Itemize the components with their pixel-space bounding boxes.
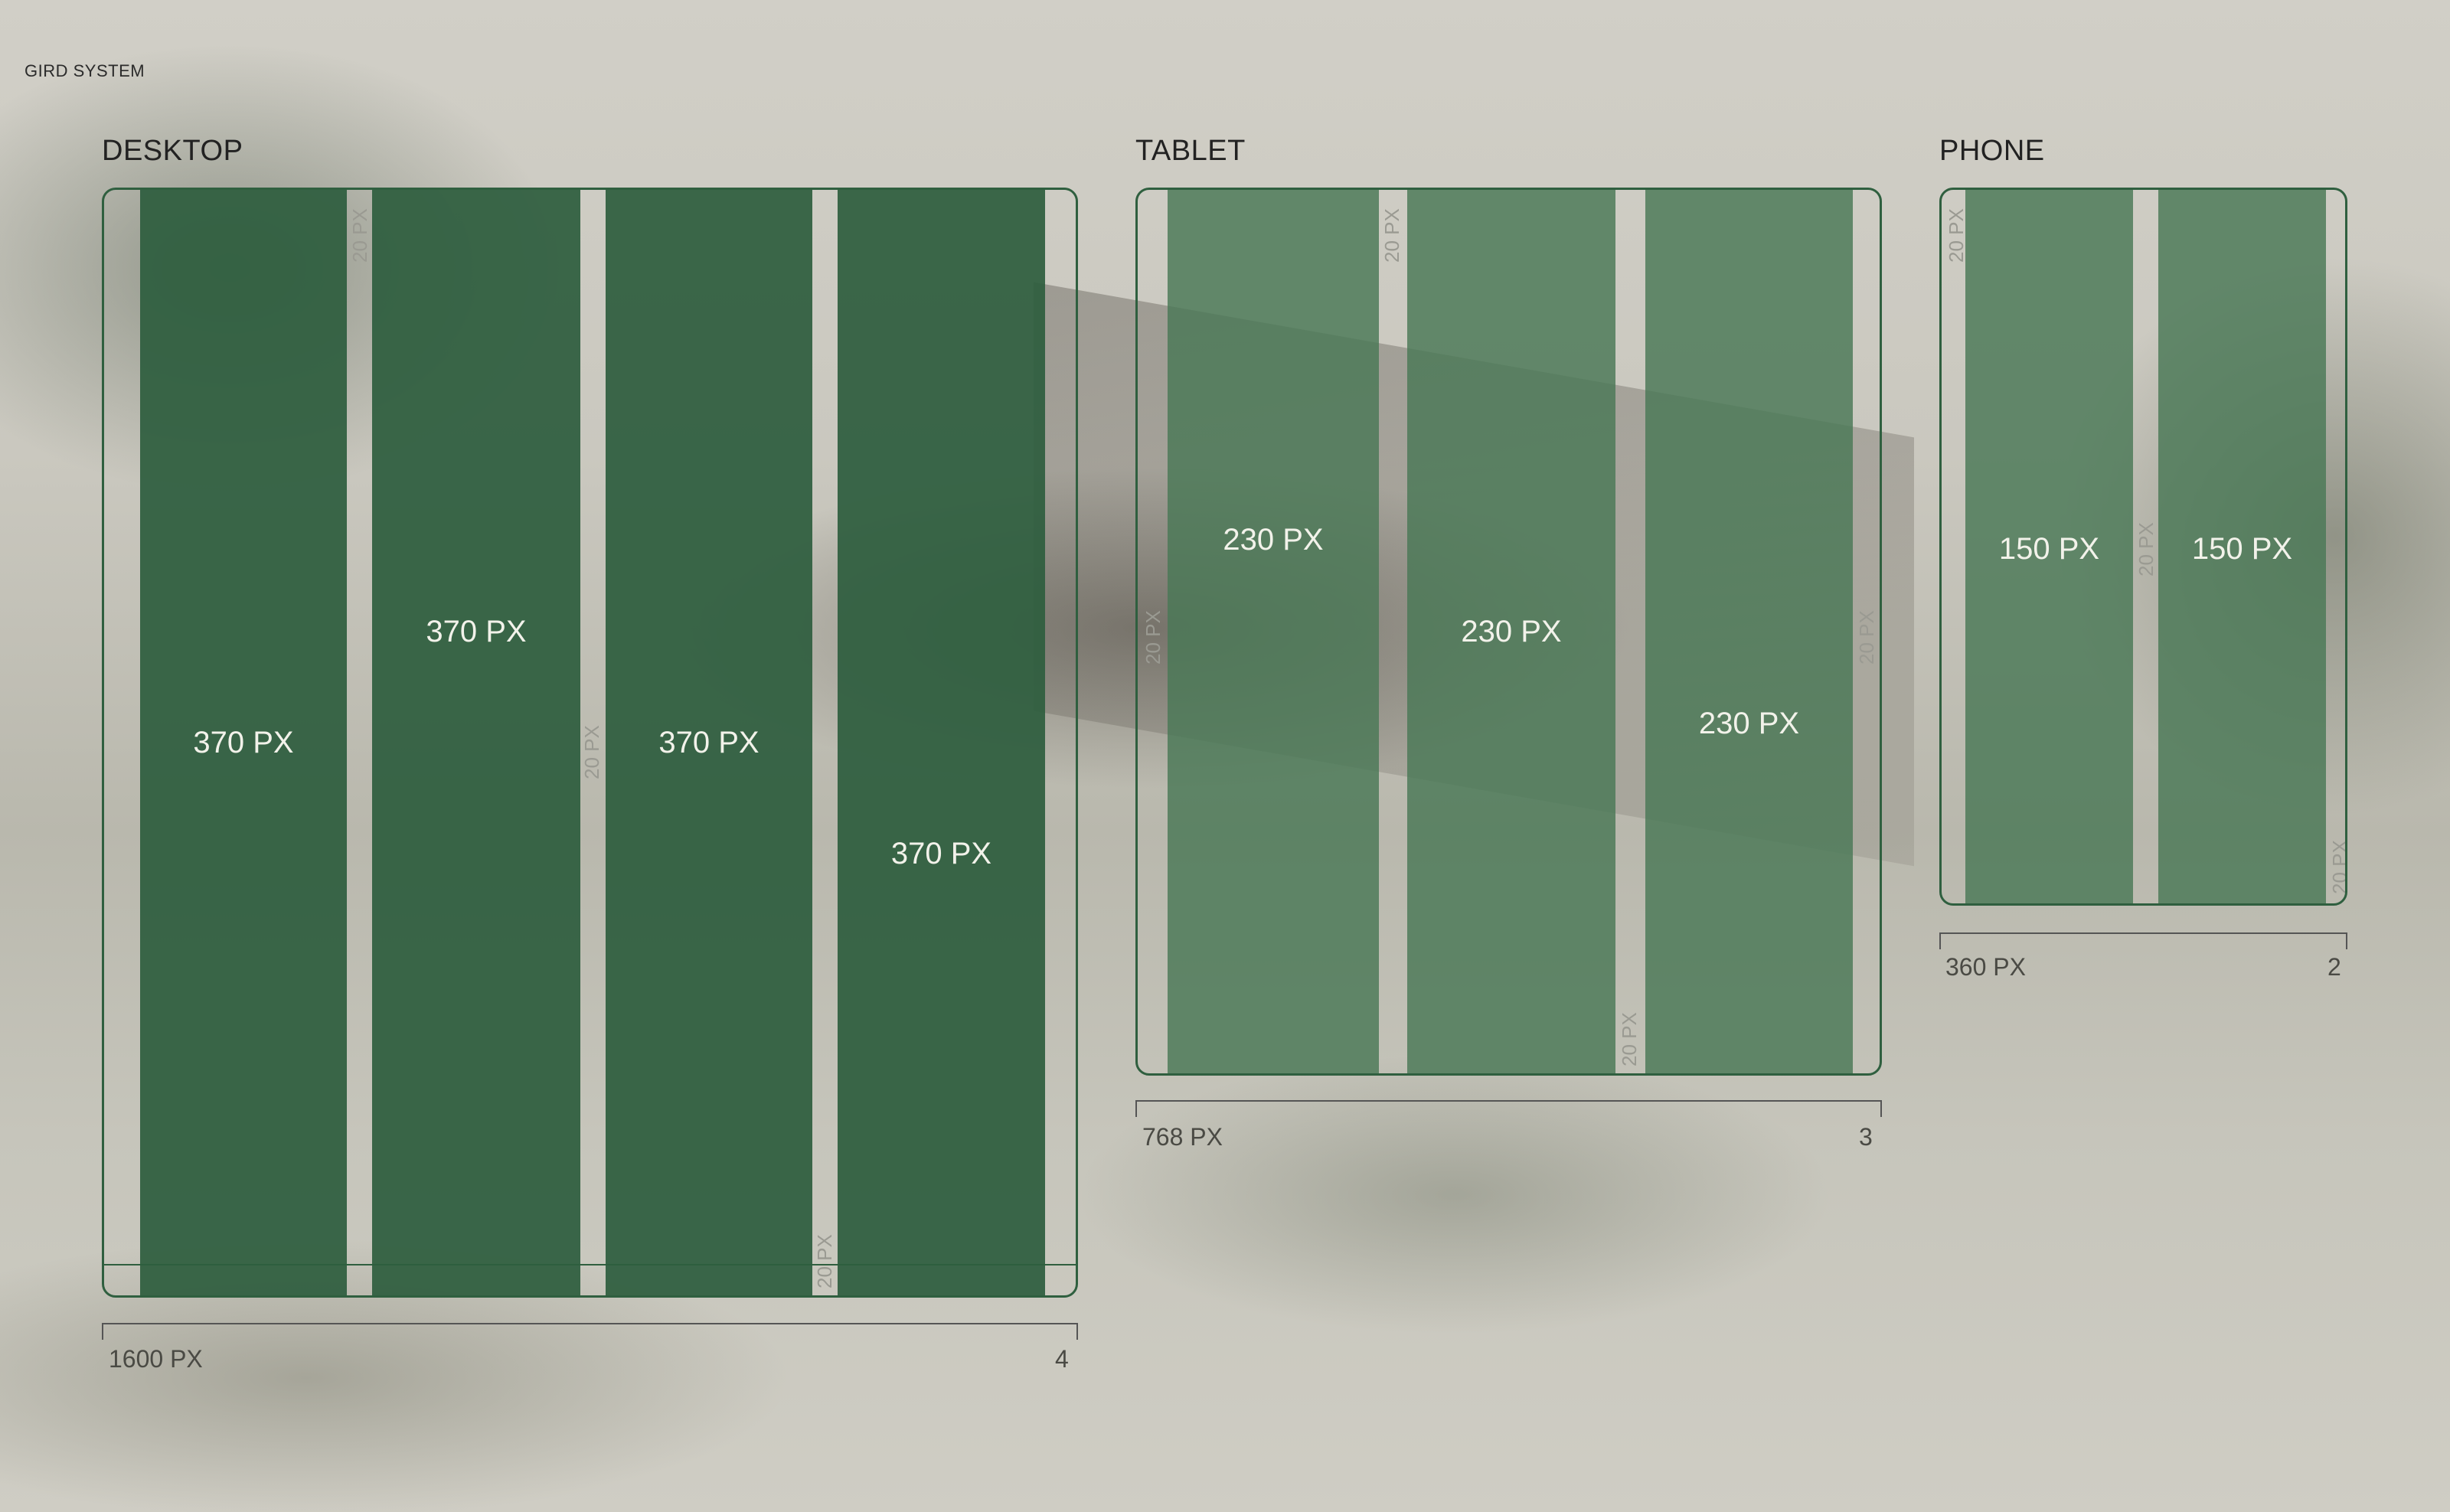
phone-grid-frame: 150 PX 150 PX 20 PX 20 PX 20 PX (1939, 188, 2347, 906)
phone-column-2: 150 PX (2158, 190, 2326, 903)
tablet-column-count: 3 (1859, 1123, 1873, 1151)
gutter-width-label: 20 PX (580, 725, 603, 779)
column-width-label: 370 PX (193, 726, 294, 759)
tablet-column-3: 230 PX (1645, 190, 1853, 1073)
column-width-label: 150 PX (2191, 532, 2293, 566)
desktop-width-dimension (102, 1323, 1078, 1340)
gutter-width-label: 20 PX (2135, 522, 2158, 576)
page-title: GIRD SYSTEM (24, 61, 145, 80)
phone-width-dimension (1939, 932, 2347, 949)
phone-column-count: 2 (2328, 953, 2341, 981)
desktop-grid-frame: 370 PX 370 PX 370 PX 370 PX 20 PX 20 PX … (102, 188, 1078, 1298)
desktop-width-label: 1600 PX (109, 1345, 203, 1373)
tablet-width-dimension (1135, 1100, 1882, 1117)
gutter-width-label: 20 PX (2328, 840, 2347, 894)
desktop-baseline (104, 1264, 1076, 1265)
desktop-column-2: 370 PX (372, 190, 580, 1295)
gutter-width-label: 20 PX (1618, 1012, 1641, 1066)
tablet-column-1: 230 PX (1168, 190, 1379, 1073)
column-width-label: 370 PX (426, 615, 527, 648)
tablet-column-2: 230 PX (1407, 190, 1615, 1073)
column-width-label: 370 PX (890, 837, 992, 870)
gutter-width-label: 20 PX (1380, 208, 1403, 263)
desktop-title: DESKTOP (102, 135, 243, 167)
tablet-grid-frame: 230 PX 230 PX 230 PX 20 PX 20 PX 20 PX 2… (1135, 188, 1882, 1076)
desktop-column-count: 4 (1055, 1345, 1069, 1373)
gutter-width-label: 20 PX (348, 208, 371, 263)
desktop-column-4: 370 PX (838, 190, 1045, 1295)
phone-title: PHONE (1939, 135, 2045, 167)
tablet-title: TABLET (1135, 135, 1246, 167)
tablet-width-label: 768 PX (1142, 1123, 1223, 1151)
gutter-width-label: 20 PX (1142, 610, 1165, 665)
column-width-label: 370 PX (658, 726, 760, 759)
phone-column-1: 150 PX (1965, 190, 2133, 903)
column-width-label: 150 PX (1998, 532, 2100, 566)
desktop-column-3: 370 PX (606, 190, 812, 1295)
column-width-label: 230 PX (1223, 523, 1324, 557)
column-width-label: 230 PX (1698, 707, 1800, 740)
gutter-width-label: 20 PX (813, 1234, 836, 1288)
desktop-column-1: 370 PX (140, 190, 347, 1295)
phone-width-label: 360 PX (1945, 953, 2026, 981)
gutter-width-label: 20 PX (1855, 610, 1878, 665)
gutter-width-label: 20 PX (1945, 208, 1968, 263)
column-width-label: 230 PX (1461, 615, 1562, 648)
